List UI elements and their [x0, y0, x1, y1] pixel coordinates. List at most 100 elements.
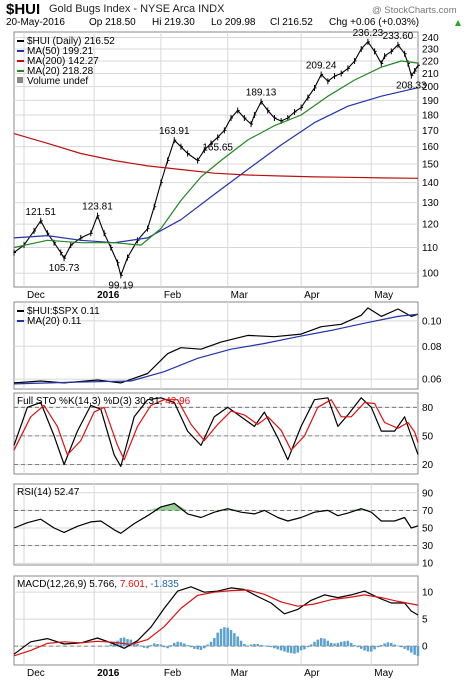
price-panel-frame [13, 31, 419, 288]
price-series-ma-200- [13, 133, 419, 179]
macd-histogram-bar [393, 644, 396, 647]
price-annotation: 99.19 [108, 280, 133, 291]
ohlc-change: Chg +0.06 (+0.03%) [329, 17, 420, 28]
macd-histogram-bar [396, 645, 400, 647]
macd-histogram-bar [209, 641, 213, 647]
macd-histogram-bar [406, 646, 410, 651]
rsi-legend-item: RSI(14) 52.47 [17, 487, 80, 498]
legend-swatch-volume [17, 77, 23, 83]
macd-histogram-bar [239, 640, 243, 647]
macd-histogram-bar [299, 646, 303, 651]
price-series-ma-50- [13, 87, 419, 244]
macd-histogram-bar [219, 628, 223, 647]
macd-histogram-bar [286, 646, 290, 653]
price-annotation: 165.65 [202, 142, 233, 153]
ohlc-high: Hi 219.30 [152, 17, 195, 28]
ratio-ytick-label: 0.06 [422, 375, 442, 386]
macd-legend-item: 7.601, [117, 579, 148, 590]
macd-histogram-bar [126, 639, 129, 647]
macd-histogram-bar [176, 641, 179, 647]
rsi-legend: RSI(14) 52.47 [17, 487, 80, 498]
macd-histogram-bar [306, 646, 310, 648]
macd-histogram-bar [233, 633, 236, 647]
price-ytick-label: 140 [422, 178, 439, 189]
full-sto-ytick-label: 80 [422, 403, 434, 414]
price-legend-item: Volume undef [27, 76, 88, 87]
macd-histogram-bar [146, 646, 149, 649]
macd-histogram-bar [370, 646, 373, 652]
macd-histogram-bar [336, 642, 340, 647]
macd-histogram-bar [152, 643, 156, 647]
macd-histogram-bar [386, 642, 390, 647]
price-ytick-label: 170 [422, 126, 439, 137]
price-ytick-label: 200 [422, 82, 439, 93]
macd-histogram-bar [273, 646, 276, 649]
macd-histogram-bar [216, 632, 219, 647]
full-sto-legend-item: Full STO %K(14,3) %D(3) [17, 396, 132, 407]
price-ytick-label: 230 [422, 45, 439, 56]
ratio-ytick-label: 0.08 [422, 342, 442, 353]
price-annotation: 236.23 [353, 28, 384, 39]
macd-histogram-bar [410, 646, 413, 653]
macd-histogram-bar [203, 646, 206, 649]
price-legend-item: MA(50) 199.21 [27, 46, 94, 57]
price-ytick-label: 110 [422, 243, 438, 254]
macd-histogram-bar [403, 646, 406, 649]
macd-histogram-bar [193, 646, 196, 649]
macd-histogram-bar [276, 646, 280, 650]
macd-histogram-bar [293, 646, 296, 654]
price-legend-item: MA(200) 142.27 [27, 56, 99, 67]
macd-histogram-bar [339, 641, 343, 647]
macd-histogram-bar [269, 646, 273, 648]
macd-histogram-bar [323, 638, 326, 647]
macd-histogram-bar [119, 638, 123, 647]
macd-histogram-bar [413, 646, 416, 655]
macd-histogram-bar [139, 645, 143, 647]
price-annotation: 123.81 [82, 202, 113, 213]
full-sto-panel-frame [13, 392, 419, 475]
ratio-panel-frame [13, 301, 419, 390]
macd-histogram-bar [366, 646, 370, 652]
macd-histogram-bar [229, 629, 233, 647]
macd-histogram-bar [383, 643, 386, 647]
price-legend-item: MA(20) 218.28 [27, 66, 94, 77]
macd-histogram-bar [179, 642, 183, 647]
macd-histogram-bar [349, 642, 353, 647]
price-xtick-label: Mar [231, 290, 249, 301]
rsi-ytick-label: 70 [422, 506, 434, 517]
macd-histogram-bar [213, 638, 216, 647]
rsi-ytick-label: 10 [422, 559, 434, 570]
price-series-ma-20- [13, 60, 419, 249]
macd-histogram-bar [289, 646, 293, 654]
price-annotation: 105.73 [49, 263, 80, 274]
macd-histogram-bar [363, 646, 366, 651]
macd-histogram-bar [373, 646, 376, 650]
macd-histogram-bar [329, 642, 333, 647]
price-legend-item: $HUI (Daily) 216.52 [27, 36, 115, 47]
price-xtick-label: May [374, 290, 393, 301]
macd-histogram-bar [263, 645, 266, 647]
macd-histogram-bar [246, 645, 249, 647]
stockcharts-watermark: @ StockCharts.com [372, 5, 457, 16]
macd-histogram-bar [296, 646, 300, 653]
price-ytick-label: 180 [422, 110, 439, 121]
macd-histogram-bar [400, 646, 403, 648]
macd-histogram-bar [243, 643, 246, 647]
macd-histogram-bar [149, 645, 153, 647]
ohlc-open: Op 218.50 [89, 17, 136, 28]
rsi-ytick-label: 50 [422, 524, 434, 535]
macd-ytick-label: 0 [422, 642, 428, 653]
macd-series-macd [13, 586, 419, 655]
price-xtick-label: Dec [27, 290, 45, 301]
macd-histogram-bar [196, 646, 199, 650]
macd-histogram-bar [359, 646, 363, 649]
price-series--hui [13, 41, 419, 276]
macd-histogram-bar [256, 643, 259, 647]
ohlc-close: Cl 216.52 [270, 17, 313, 28]
ohlc-date: 20-May-2016 [6, 17, 65, 28]
macd-histogram-bar [236, 636, 239, 647]
macd-histogram-bar [173, 642, 176, 647]
macd-histogram-bar [156, 643, 159, 647]
macd-legend: MACD(12,26,9) 5.766, 7.601, -1.835 [17, 579, 179, 590]
